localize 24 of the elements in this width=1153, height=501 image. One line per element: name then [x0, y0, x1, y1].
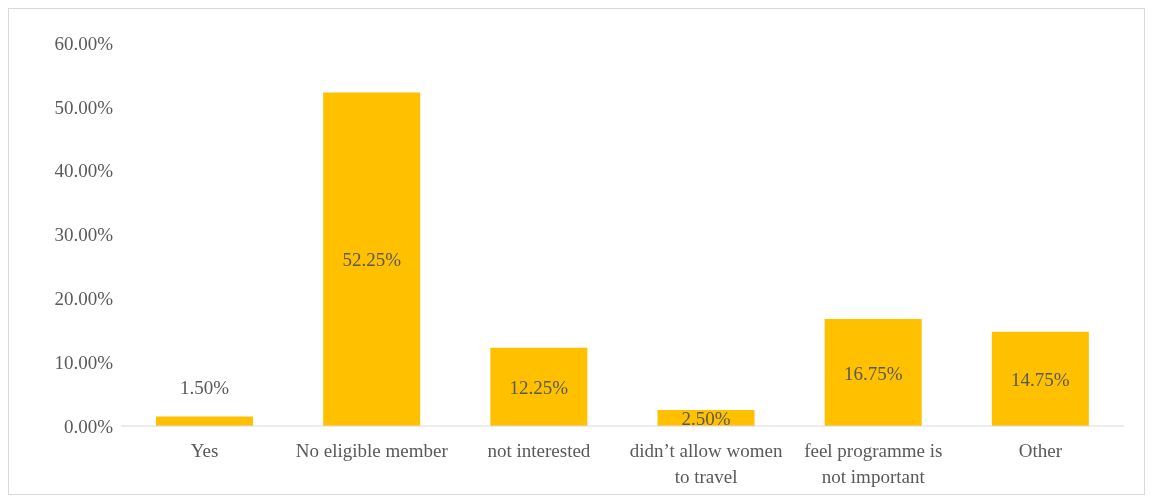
y-tick-label: 40.00% [54, 160, 114, 182]
y-tick-label: 20.00% [54, 288, 114, 310]
data-label: 52.25% [342, 249, 402, 271]
data-label: 16.75% [843, 362, 903, 384]
data-label: 14.75% [1011, 368, 1070, 390]
x-tick-label: didn’t allow women to travel [629, 440, 783, 487]
data-label: 1.50% [179, 377, 230, 399]
x-tick-label: No eligible member [295, 440, 449, 462]
y-tick-label: 30.00% [54, 224, 114, 246]
x-tick-label: Yes [190, 440, 219, 462]
data-label: 2.50% [681, 408, 731, 430]
bar [156, 416, 253, 426]
bar [991, 331, 1089, 426]
x-tick-label: Other [1018, 440, 1063, 462]
x-tick-label: feel programme is not important [804, 440, 943, 487]
data-label: 12.25% [509, 376, 569, 398]
bar [490, 347, 588, 426]
bar [323, 92, 421, 426]
y-tick-label: 0.00% [63, 415, 114, 437]
bar [824, 319, 922, 426]
y-tick-label: 50.00% [54, 96, 114, 118]
y-tick-label: 10.00% [54, 351, 114, 373]
x-tick-label: not interested [487, 440, 591, 462]
y-tick-label: 60.00% [54, 32, 114, 54]
